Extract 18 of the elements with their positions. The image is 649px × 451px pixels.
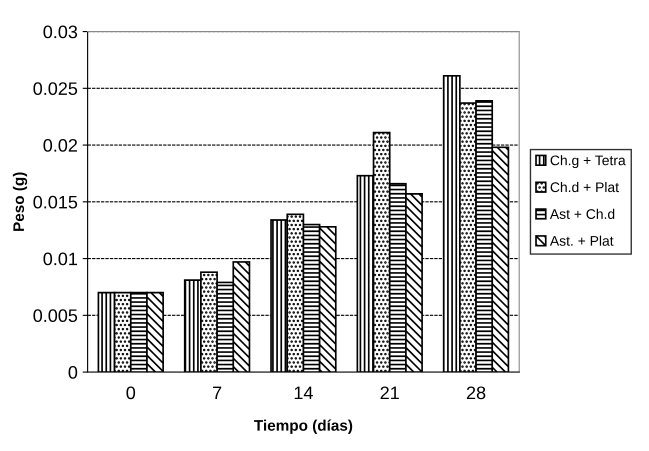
x-tick-label: 0 — [126, 386, 136, 400]
x-tick-label: 14 — [294, 386, 313, 400]
legend-label: Ast + Ch.d — [550, 208, 614, 219]
legend-label: Ch.g + Tetra — [550, 155, 626, 168]
y-tick-label: 0.02 — [43, 139, 77, 152]
legend-label: Ast. + Plat — [550, 236, 614, 246]
x-axis-title: Tiempo (días) — [254, 419, 352, 434]
y-tick-label: 0 — [68, 366, 78, 379]
y-tick-label: 0.025 — [33, 82, 78, 96]
y-axis-title: Peso (g) — [12, 172, 28, 231]
y-tick-label: 0.01 — [43, 252, 78, 266]
y-tick-label: 0.03 — [43, 26, 78, 38]
legend-label: Ch.d + Plat — [550, 182, 619, 192]
y-tick-label: 0.015 — [33, 196, 78, 209]
x-tick-label: 28 — [466, 386, 486, 400]
x-tick-label: 7 — [212, 386, 222, 400]
x-tick-label: 21 — [380, 386, 399, 400]
y-tick-label: 0.005 — [33, 309, 78, 322]
